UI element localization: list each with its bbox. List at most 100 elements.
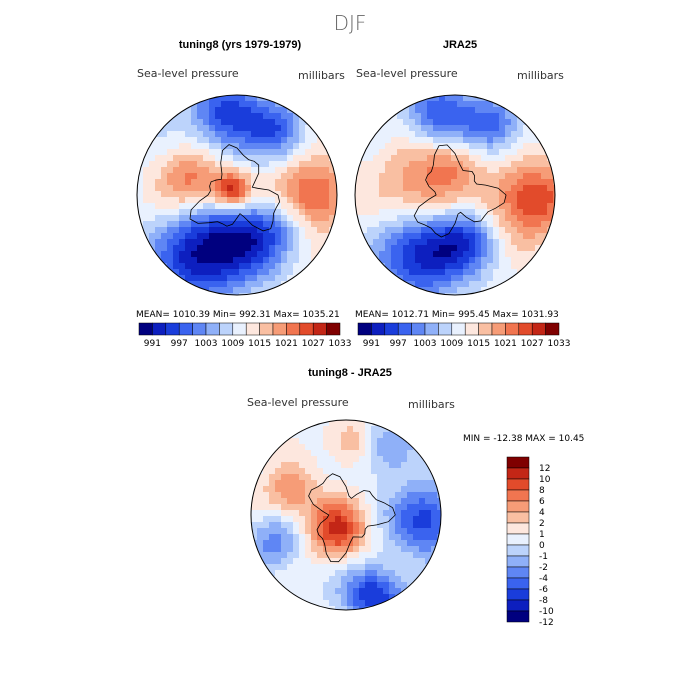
map-cell	[419, 564, 426, 571]
map-cell	[245, 101, 252, 108]
map-cell	[457, 107, 464, 114]
map-cell	[197, 275, 204, 282]
map-cell	[275, 113, 282, 120]
map-cell	[511, 263, 518, 270]
map-cell	[505, 113, 512, 120]
map-cell	[269, 185, 276, 192]
map-cell	[517, 119, 524, 126]
map-cell	[215, 227, 222, 234]
map-cell	[373, 173, 380, 180]
map-cell	[355, 203, 362, 210]
map-cell	[397, 197, 404, 204]
map-cell	[329, 149, 336, 156]
map-cell	[245, 239, 252, 246]
map-cell	[353, 516, 360, 523]
map-cell	[553, 185, 555, 192]
map-cell	[517, 137, 524, 144]
map-cell	[421, 173, 428, 180]
map-cell	[401, 558, 408, 565]
map-cell	[475, 275, 482, 282]
map-cell	[415, 119, 422, 126]
map-cell	[161, 143, 168, 150]
map-cell	[305, 528, 312, 535]
map-cell	[335, 498, 342, 505]
map-cell	[397, 185, 404, 192]
map-cell	[541, 179, 548, 186]
map-cell	[251, 155, 258, 162]
map-cell	[433, 173, 440, 180]
map-cell	[463, 227, 470, 234]
map-cell	[311, 215, 318, 222]
map-cell	[323, 245, 330, 252]
map-cell	[311, 245, 318, 252]
map-cell	[299, 191, 306, 198]
map-cell	[409, 161, 416, 168]
map-cell	[445, 221, 452, 228]
map-cell	[385, 239, 392, 246]
colorbar-swatch	[165, 322, 180, 336]
map-cell	[149, 227, 156, 234]
map-cell	[359, 540, 366, 547]
map-cell	[215, 179, 222, 186]
map-cell	[523, 185, 530, 192]
map-cell	[505, 137, 512, 144]
map-cell	[269, 564, 276, 571]
map-cell	[469, 131, 476, 138]
map-cell	[239, 119, 246, 126]
map-cell	[529, 143, 536, 150]
map-cell	[263, 516, 270, 523]
map-cell	[457, 197, 464, 204]
map-cell	[281, 227, 288, 234]
map-cell	[329, 426, 336, 433]
map-cell	[425, 558, 432, 565]
map-cell	[505, 161, 512, 168]
map-cell	[161, 191, 168, 198]
map-cell	[439, 257, 446, 264]
map-cell	[547, 197, 554, 204]
map-cell	[409, 227, 416, 234]
map-cell	[191, 197, 198, 204]
map-cell	[185, 203, 192, 210]
map-cell	[493, 119, 500, 126]
map-cell	[161, 125, 168, 132]
map-cell	[371, 528, 378, 535]
map-cell	[287, 167, 294, 174]
map-cell	[293, 203, 300, 210]
map-cell	[427, 125, 434, 132]
map-cell	[517, 167, 524, 174]
map-cell	[475, 263, 482, 270]
map-cell	[547, 191, 554, 198]
map-cell	[149, 233, 156, 240]
map-cell	[251, 101, 258, 108]
map-cell	[523, 167, 530, 174]
map-cell	[341, 492, 348, 499]
map-cell	[433, 161, 440, 168]
map-cell	[245, 275, 252, 282]
map-cell	[439, 101, 446, 108]
map-cell	[475, 155, 482, 162]
map-cell	[433, 209, 440, 216]
map-cell	[401, 576, 408, 583]
map-cell	[191, 179, 198, 186]
map-cell	[329, 600, 336, 607]
map-cell	[287, 161, 294, 168]
map-cell	[155, 137, 162, 144]
map-cell	[389, 540, 396, 547]
map-cell	[239, 143, 246, 150]
map-cell	[269, 167, 276, 174]
map-cell	[463, 203, 470, 210]
map-cell	[335, 420, 342, 427]
map-cell	[155, 251, 162, 258]
map-cell	[137, 203, 144, 210]
map-cell	[341, 528, 348, 535]
map-cell	[191, 227, 198, 234]
map-cell	[251, 131, 258, 138]
map-cell	[299, 486, 306, 493]
map-cell	[281, 185, 288, 192]
map-cell	[197, 113, 204, 120]
map-cell	[149, 143, 156, 150]
map-cell	[311, 137, 318, 144]
map-cell	[257, 540, 264, 547]
map-cell	[191, 113, 198, 120]
map-cell	[269, 137, 276, 144]
